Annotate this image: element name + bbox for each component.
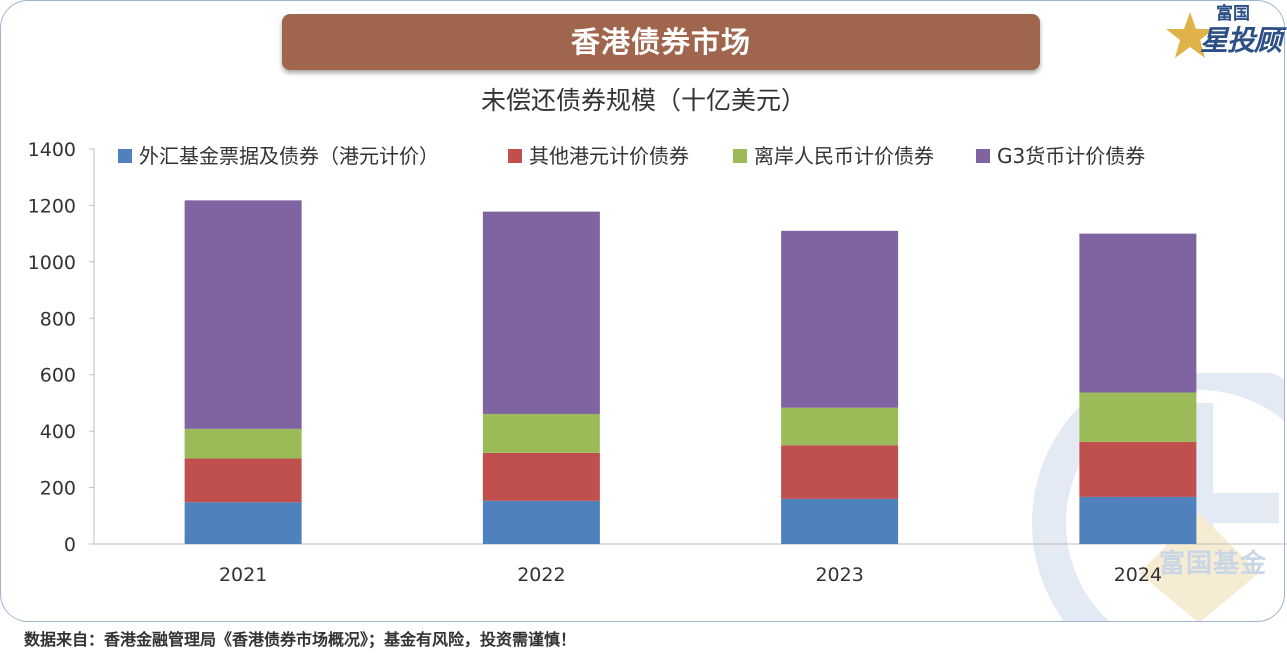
x-tick-label: 2023	[815, 564, 863, 586]
star-icon	[1166, 12, 1214, 58]
legend-swatch	[976, 149, 990, 163]
legend-swatch	[118, 149, 132, 163]
logo-top-text: 富国	[1216, 4, 1250, 24]
legend-swatch	[733, 149, 747, 163]
y-tick-label: 600	[40, 365, 76, 387]
bar-segment	[1079, 392, 1197, 442]
logo-main-text: 星投顾	[1200, 24, 1282, 57]
y-tick-label: 200	[40, 478, 76, 500]
stacked-bar-chart: 0 200 400 600 800 1000 1200 1400 2021 2022 2023 202…	[28, 139, 1287, 586]
bar-segment	[184, 200, 302, 429]
bar-segment	[1079, 496, 1197, 544]
legend-label: 离岸人民币计价债券	[754, 144, 934, 168]
bar-segment	[781, 445, 899, 499]
y-tick-label: 1400	[28, 139, 76, 161]
bar-segment	[184, 458, 302, 503]
x-tick-label: 2024	[1114, 564, 1162, 586]
banner-title: 香港债券市场	[282, 14, 1040, 70]
legend-label: 外汇基金票据及债券（港元计价）	[139, 144, 439, 168]
bar-segment	[781, 407, 899, 446]
legend-swatch	[508, 149, 522, 163]
y-tick-label: 1200	[28, 195, 76, 217]
y-tick-label: 800	[40, 308, 76, 330]
watermark-text: 富国基金	[1159, 549, 1268, 579]
y-tick-label: 0	[64, 534, 76, 556]
x-tick-label: 2021	[219, 564, 267, 586]
y-tick-label: 400	[40, 421, 76, 443]
y-tick-label: 1000	[28, 252, 76, 274]
source-note: 数据来自：香港金融管理局《香港债券市场概况》；基金有风险，投资需谨慎！	[24, 630, 577, 649]
brand-logo: 富国 星投顾	[1160, 4, 1284, 62]
bar-segment	[482, 452, 600, 501]
bar-segment	[482, 500, 600, 544]
bar-segment	[1079, 233, 1197, 393]
legend-label: 其他港元计价债券	[529, 144, 689, 168]
bar-segment	[184, 428, 302, 459]
bar-segment	[482, 413, 600, 453]
bar-segment	[184, 502, 302, 544]
bar-segment	[482, 211, 600, 414]
legend-label: G3货币计价债券	[997, 144, 1145, 168]
bar-segment	[781, 498, 899, 544]
bar-segment	[781, 230, 899, 408]
bar-segment	[1079, 441, 1197, 497]
x-tick-label: 2022	[517, 564, 565, 586]
chart-title: 未偿还债券规模（十亿美元）	[480, 86, 806, 115]
